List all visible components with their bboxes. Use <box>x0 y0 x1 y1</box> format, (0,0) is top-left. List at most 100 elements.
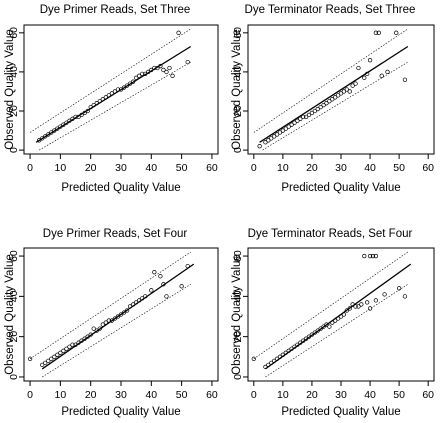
data-point <box>109 91 115 96</box>
data-point <box>301 114 306 120</box>
data-point <box>367 253 373 259</box>
chart-title: Dye Primer Reads, Set Four <box>43 228 188 240</box>
y-tick-label: 60 <box>232 250 244 262</box>
data-point <box>396 286 402 291</box>
data-point <box>103 95 108 100</box>
data-point <box>97 326 102 331</box>
x-tick-label: 0 <box>27 162 33 174</box>
data-point <box>327 324 332 329</box>
data-point <box>330 320 335 325</box>
data-point <box>94 101 99 106</box>
data-point <box>73 342 78 347</box>
data-point <box>170 73 175 78</box>
x-tick-label: 20 <box>306 162 318 174</box>
data-point <box>82 336 87 341</box>
data-point <box>161 282 166 287</box>
data-point <box>367 58 373 63</box>
data-point <box>158 274 163 279</box>
y-axis-label: Observed Quality Value <box>231 254 243 375</box>
x-tick-label: 10 <box>55 389 67 401</box>
y-tick-label: 0 <box>8 374 20 380</box>
data-point <box>289 122 294 127</box>
data-point <box>292 344 297 349</box>
data-point <box>394 30 399 35</box>
x-axis-label: Predicted Quality Value <box>61 406 180 418</box>
data-point <box>67 118 72 123</box>
data-point <box>70 342 75 347</box>
chart-panel-2: Dye Terminator Reads, Set Three 0 10 20 30 40… <box>231 4 435 194</box>
data-point <box>335 316 341 321</box>
data-point <box>134 75 139 80</box>
data-point <box>49 130 54 135</box>
data-point <box>106 318 112 323</box>
data-point <box>269 136 274 141</box>
data-point <box>134 300 139 305</box>
y-tick-label: 60 <box>232 27 244 39</box>
data-point <box>257 144 262 149</box>
x-tick-label: 50 <box>393 162 405 174</box>
data-point <box>91 102 96 108</box>
data-point <box>146 69 151 75</box>
data-point <box>130 79 136 84</box>
data-point <box>94 328 99 333</box>
data-point <box>333 95 338 100</box>
data-point <box>333 318 338 323</box>
data-point <box>124 308 130 313</box>
chart-title: Dye Terminator Reads, Set Three <box>245 4 416 16</box>
y-tick-label: 20 <box>8 331 20 343</box>
data-point <box>118 312 124 317</box>
data-point <box>298 340 303 345</box>
data-point <box>335 93 341 98</box>
data-point <box>283 350 288 355</box>
data-point <box>161 67 166 73</box>
data-point <box>106 93 112 98</box>
data-point <box>321 324 326 329</box>
data-point <box>266 138 271 143</box>
data-point <box>277 354 283 359</box>
data-point <box>362 253 367 259</box>
data-point <box>49 356 54 361</box>
y-tick-label: 60 <box>8 27 20 39</box>
data-point <box>251 356 256 361</box>
data-point <box>315 328 320 333</box>
data-point <box>79 338 84 343</box>
data-point <box>64 346 69 351</box>
data-point <box>70 116 75 121</box>
data-point <box>118 87 124 92</box>
data-point <box>88 332 93 337</box>
data-point <box>295 342 300 347</box>
data-point <box>137 298 142 303</box>
data-point <box>370 253 376 259</box>
x-tick-label: 30 <box>335 162 347 174</box>
data-point <box>373 253 379 259</box>
data-point <box>167 65 172 71</box>
data-point <box>115 314 121 319</box>
upper-bound-line <box>253 28 409 133</box>
data-point <box>356 304 361 309</box>
data-point <box>373 30 379 35</box>
data-point <box>303 336 309 341</box>
data-point <box>298 116 303 121</box>
data-point <box>121 85 127 90</box>
data-point <box>327 99 332 104</box>
data-point <box>286 348 291 353</box>
x-tick-label: 50 <box>393 389 405 401</box>
data-point <box>40 136 45 141</box>
data-point <box>306 112 312 118</box>
data-point <box>61 122 66 127</box>
data-point <box>152 65 157 71</box>
data-point <box>100 322 105 327</box>
data-point <box>338 91 344 96</box>
data-point <box>373 298 379 303</box>
data-point <box>266 362 271 368</box>
x-tick-label: 0 <box>251 162 257 174</box>
data-point <box>179 284 184 289</box>
data-point <box>76 114 81 120</box>
data-point <box>353 304 358 309</box>
data-point <box>341 89 347 94</box>
data-point <box>103 320 108 325</box>
x-axis-label: Predicted Quality Value <box>281 182 400 194</box>
data-point <box>318 104 323 110</box>
data-point <box>295 118 300 123</box>
y-tick-label: 20 <box>232 331 244 343</box>
